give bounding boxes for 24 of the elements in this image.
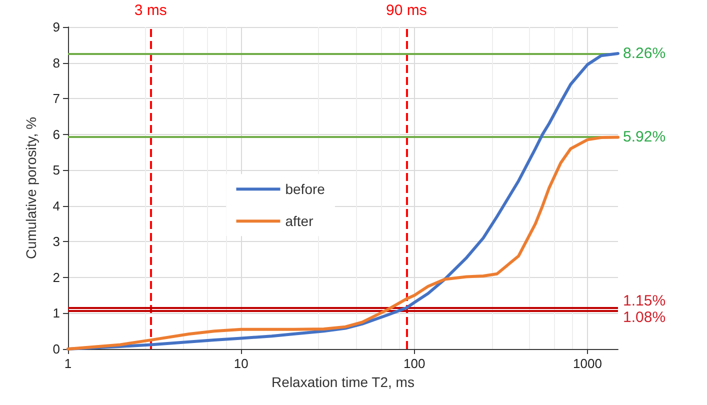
ref-line-label: 1.08% <box>623 308 666 326</box>
ref-line-label: 8.26% <box>623 44 666 62</box>
x-tick-label: 10 <box>234 356 248 371</box>
y-tick-label: 7 <box>52 91 60 106</box>
y-tick-label: 0 <box>52 342 60 356</box>
y-axis-title: Cumulative porosity, % <box>23 116 39 260</box>
x-tick-label: 1000 <box>573 356 602 371</box>
ref-line-label: 90 ms <box>386 2 427 19</box>
y-tick-label: 1 <box>52 306 60 321</box>
y-tick-label: 9 <box>52 20 60 34</box>
y-tick-label: 3 <box>52 234 60 250</box>
ref-line-label: 3 ms <box>134 2 167 19</box>
y-tick-label: 6 <box>52 126 60 142</box>
x-tick-label: 1 <box>64 356 72 371</box>
legend-label: before <box>285 181 326 198</box>
x-axis-title: Relaxation time T2, ms <box>272 374 414 390</box>
y-tick-label: 4 <box>52 198 60 214</box>
ref-line-label: 1.15% <box>623 292 666 310</box>
legend-label: after <box>285 213 314 230</box>
x-tick-label: 100 <box>403 356 426 371</box>
ref-line-label: 5.92% <box>623 128 666 146</box>
y-tick-label: 5 <box>52 162 60 178</box>
y-tick-label: 2 <box>52 270 60 285</box>
y-tick-label: 8 <box>52 55 60 70</box>
